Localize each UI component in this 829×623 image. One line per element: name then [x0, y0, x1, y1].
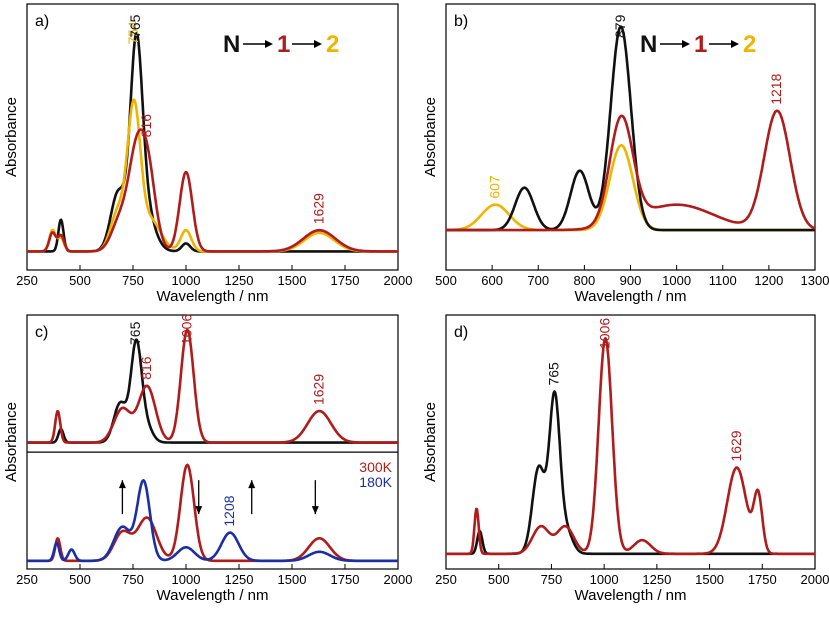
scheme-label: N — [640, 31, 657, 58]
panel-label: d) — [454, 324, 468, 341]
peak-label: 765 — [127, 14, 143, 38]
y-axis-label: Absorbance — [3, 97, 20, 177]
x-tick-label: 750 — [122, 273, 144, 288]
panel-d: 250 500 750 1000 1250 1500 1750 2000 Wavelength … — [422, 314, 829, 604]
scheme-label: 2 — [743, 31, 756, 58]
peak-label: 765 — [546, 362, 562, 386]
x-tick-label: 250 — [435, 572, 457, 587]
scheme-arrow-head — [731, 40, 739, 48]
x-tick-label: 1500 — [695, 572, 724, 587]
x-tick-label: 750 — [541, 572, 563, 587]
peak-label: 816 — [138, 114, 154, 138]
x-tick-label: 1500 — [278, 273, 307, 288]
peak-label: 1218 — [768, 73, 784, 104]
panel-a: 250 500 750 1000 1250 1500 1750 2000 Wavelength … — [3, 3, 413, 305]
y-axis-label: Absorbance — [3, 402, 20, 482]
spectrum-bottom-series-cold — [26, 479, 399, 563]
x-tick-label: 1250 — [225, 572, 254, 587]
scheme-label: 1 — [277, 31, 290, 58]
scheme-label: 1 — [694, 31, 707, 58]
x-tick-label: 500 — [435, 273, 457, 288]
arrow-head — [311, 506, 319, 515]
legend-entry: 300K — [359, 459, 392, 475]
x-tick-label: 1000 — [172, 273, 201, 288]
scheme-arrow-head — [265, 40, 273, 48]
peak-label: 1629 — [310, 193, 326, 224]
spectrum-series-N — [445, 25, 816, 232]
panel-c: 250 500 750 1000 1250 1500 1750 2000 Wavelength … — [3, 314, 412, 604]
peak-label: 1006 — [178, 314, 194, 345]
plot-frame — [445, 314, 816, 570]
spectrum-series-N — [26, 31, 399, 253]
x-tick-label: 2000 — [384, 572, 413, 587]
x-tick-label: 1750 — [331, 273, 360, 288]
peak-label: 1629 — [310, 374, 326, 405]
spectrum-series-N — [445, 390, 816, 556]
x-tick-label: 1250 — [225, 273, 254, 288]
panel-label: c) — [35, 324, 48, 341]
x-tick-label: 1100 — [709, 273, 737, 288]
arrow-head — [248, 480, 256, 489]
spectrum-series-one — [26, 128, 399, 253]
y-axis-label: Absorbance — [422, 97, 439, 177]
plot-frame — [26, 3, 399, 271]
peak-label: 765 — [127, 321, 143, 345]
spectrum-series-two — [26, 98, 399, 253]
x-tick-label: 500 — [69, 273, 91, 288]
x-axis-label: Wavelength / nm — [157, 587, 269, 604]
x-tick-label: 600 — [481, 273, 503, 288]
scheme-label: 2 — [326, 31, 339, 58]
arrow-head — [118, 480, 126, 489]
peak-label: 754 — [125, 21, 141, 45]
scheme-label: N — [223, 31, 240, 58]
peak-label: 879 — [612, 14, 628, 38]
x-tick-label: 1200 — [754, 273, 783, 288]
x-tick-label: 1750 — [748, 572, 777, 587]
spectrum-series-one — [445, 109, 816, 232]
x-tick-label: 750 — [122, 572, 144, 587]
panel-label: a) — [35, 13, 49, 30]
x-tick-label: 1000 — [172, 572, 201, 587]
x-axis-label: Wavelength / nm — [157, 288, 269, 305]
x-tick-label: 1500 — [278, 572, 307, 587]
scheme-arrow-head — [314, 40, 322, 48]
x-tick-label: 800 — [574, 273, 596, 288]
panel-b: 500 600 700 800 900 1000 1100 1200 1300 Wavelengt… — [422, 3, 829, 305]
arrow-head — [195, 506, 203, 515]
x-tick-label: 1000 — [590, 572, 619, 587]
legend-entry: 180K — [359, 474, 392, 490]
peak-label: 1208 — [221, 495, 237, 526]
x-axis-label: Wavelength / nm — [575, 587, 687, 604]
peak-label: 1006 — [596, 318, 612, 349]
spectrum-bottom-series-one — [26, 463, 399, 563]
spectrum-series-one — [445, 337, 816, 556]
spectrum-top-series-one — [26, 328, 399, 444]
x-tick-label: 250 — [16, 572, 38, 587]
x-tick-label: 500 — [69, 572, 91, 587]
x-axis-label: Wavelength / nm — [575, 288, 687, 305]
spectrum-top-series-N — [26, 338, 399, 444]
y-axis-label: Absorbance — [422, 402, 439, 482]
x-tick-label: 2000 — [384, 273, 413, 288]
x-tick-label: 2000 — [801, 572, 829, 587]
x-tick-label: 1000 — [662, 273, 691, 288]
panel-label: b) — [454, 13, 468, 30]
x-tick-label: 900 — [620, 273, 642, 288]
x-tick-label: 700 — [527, 273, 549, 288]
scheme-arrow-head — [682, 40, 690, 48]
peak-label: 1629 — [728, 430, 744, 461]
x-tick-label: 250 — [16, 273, 38, 288]
x-tick-label: 500 — [488, 572, 510, 587]
peak-label: 816 — [138, 356, 154, 380]
peak-label: 607 — [486, 175, 502, 199]
x-tick-label: 1300 — [801, 273, 829, 288]
x-tick-label: 1250 — [642, 572, 671, 587]
x-tick-label: 1750 — [331, 572, 360, 587]
